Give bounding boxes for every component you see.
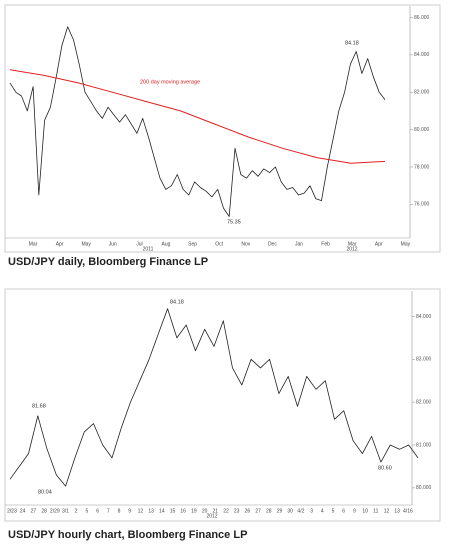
annotation: 84.18: [170, 299, 184, 305]
x-tick-label: 30: [287, 508, 293, 514]
x-tick-label: Feb: [321, 241, 330, 247]
x-tick-label: May: [401, 241, 411, 247]
moving-average-line: [9, 69, 386, 164]
x-tick-label: Jan: [295, 241, 303, 247]
x-tick-label: 4/16: [403, 508, 413, 514]
x-tick-label: 11: [373, 508, 378, 514]
y-tick-label: 80.000: [414, 127, 430, 133]
x-tick-label: Sep: [188, 241, 197, 247]
price-line: [9, 26, 386, 217]
x-tick-label: Jul: [136, 241, 142, 247]
x-tick-label: Nov: [241, 241, 250, 247]
y-tick-label: 78.000: [414, 164, 430, 170]
y-tick-label: 81.000: [416, 442, 432, 448]
x-tick-label: 2/29: [50, 508, 60, 514]
annotation: 81.68: [32, 403, 46, 409]
x-tick-label: May: [81, 241, 91, 247]
x-tick-label: Jun: [109, 241, 117, 247]
x-tick-label: 26: [245, 508, 251, 514]
x-tick-label: 2/23: [7, 508, 17, 514]
x-tick-label: 15: [170, 508, 176, 514]
x-tick-label: 12: [138, 508, 144, 514]
year-label: 2012: [346, 246, 357, 252]
x-tick-label: 14: [159, 508, 165, 514]
y-tick-label: 83.000: [416, 357, 432, 363]
chart-frame: [4, 288, 441, 522]
y-tick-label: 82.000: [414, 90, 430, 96]
x-tick-label: 23: [234, 508, 240, 514]
x-tick-label: Mar: [348, 241, 357, 247]
x-tick-label: 4: [321, 508, 324, 514]
x-tick-label: Aug: [162, 241, 171, 247]
year-label: 2012: [206, 513, 217, 519]
price-line: [9, 308, 419, 487]
chart-frame: [4, 4, 441, 253]
x-tick-label: Dec: [268, 241, 277, 247]
y-tick-label: 80.000: [416, 485, 432, 491]
caption: USD/JPY hourly chart, Bloomberg Finance …: [8, 529, 247, 541]
x-tick-label: 5: [332, 508, 335, 514]
x-tick-label: 13: [148, 508, 154, 514]
annotation: 75.35: [227, 219, 241, 225]
x-tick-label: 24: [20, 508, 26, 514]
x-tick-label: Apr: [375, 241, 383, 247]
x-tick-label: 29: [277, 508, 283, 514]
x-tick-label: 22: [223, 508, 229, 514]
x-tick-label: 28: [41, 508, 47, 514]
x-tick-label: 27: [31, 508, 37, 514]
x-tick-label: Oct: [215, 241, 223, 247]
x-tick-label: 28: [266, 508, 272, 514]
x-tick-label: 7: [107, 508, 110, 514]
series-label: 200 day moving average: [140, 79, 200, 85]
x-tick-label: 16: [180, 508, 186, 514]
annotation: 80.04: [38, 489, 52, 495]
y-tick-label: 84.000: [416, 314, 432, 320]
x-tick-label: 9: [353, 508, 356, 514]
y-tick-label: 86.000: [414, 15, 430, 21]
y-tick-label: 82.000: [416, 399, 432, 405]
x-tick-label: 3: [310, 508, 313, 514]
x-tick-label: Apr: [56, 241, 64, 247]
x-tick-label: 19: [191, 508, 197, 514]
x-tick-label: 13: [394, 508, 400, 514]
x-tick-label: 3/1: [62, 508, 69, 514]
annotation: 84.18: [345, 40, 359, 46]
x-tick-label: 8: [118, 508, 121, 514]
x-tick-label: Mar: [29, 241, 38, 247]
x-tick-label: 27: [255, 508, 261, 514]
x-tick-label: 10: [362, 508, 368, 514]
y-tick-label: 84.000: [414, 52, 430, 58]
x-tick-label: 4/2: [297, 508, 304, 514]
x-tick-label: 5: [86, 508, 89, 514]
x-tick-label: 6: [342, 508, 345, 514]
year-label: 2011: [143, 246, 154, 252]
x-tick-label: 6: [96, 508, 99, 514]
x-tick-label: 21: [213, 508, 219, 514]
x-tick-label: 12: [384, 508, 390, 514]
caption: USD/JPY daily, Bloomberg Finance LP: [8, 256, 208, 268]
annotation: 80.60: [378, 465, 392, 471]
x-tick-label: 9: [128, 508, 131, 514]
y-tick-label: 76.000: [414, 202, 430, 208]
x-tick-label: 2: [75, 508, 78, 514]
x-tick-label: 20: [202, 508, 208, 514]
